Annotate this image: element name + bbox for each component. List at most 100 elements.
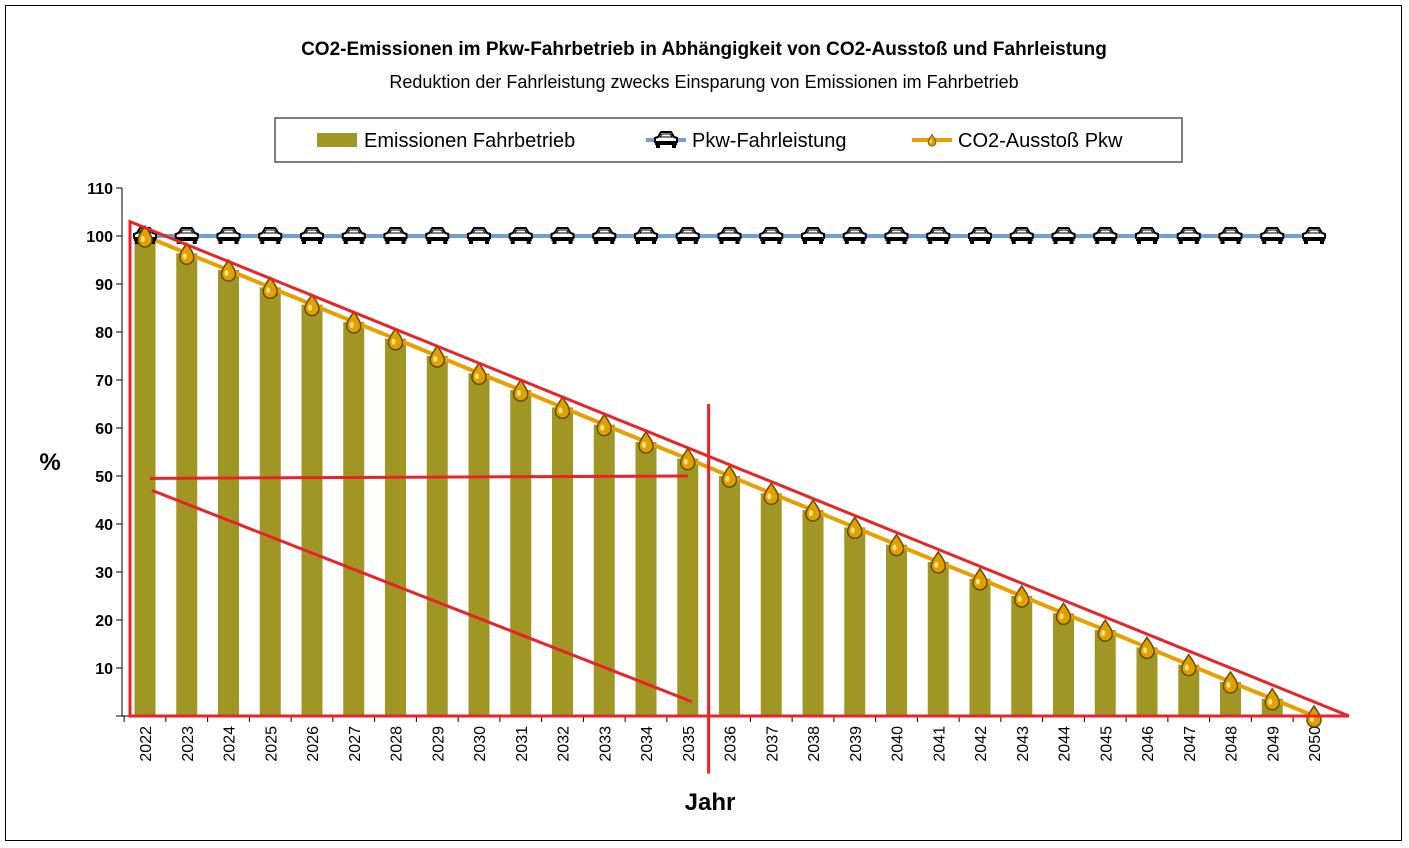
chart-title: CO2-Emissionen im Pkw-Fahrbetrieb in Abh…: [301, 39, 1107, 60]
car-icon: [258, 227, 283, 244]
bar-emissionen-2032: [552, 407, 573, 716]
x-tick-label-2038: 2038: [806, 726, 823, 762]
chart-subtitle: Reduktion der Fahrleistung zwecks Einspa…: [389, 72, 1018, 92]
bar-emissionen-2043: [1011, 596, 1033, 716]
bar-emissionen-2028: [385, 338, 406, 716]
y-tick-label: 10: [95, 661, 113, 678]
x-tick-label-2043: 2043: [1015, 726, 1032, 762]
droplet-icon: [596, 413, 613, 437]
x-tick-label-2040: 2040: [890, 726, 907, 762]
car-icon: [926, 227, 951, 244]
x-tick-label-2027: 2027: [347, 726, 364, 762]
y-tick-label: 100: [86, 229, 113, 246]
car-icon: [968, 227, 992, 244]
bar-emissionen-2041: [927, 561, 949, 716]
x-tick-label-2046: 2046: [1140, 726, 1157, 762]
bar-emissionen-2036: [719, 476, 740, 716]
x-tick-label-2022: 2022: [138, 726, 155, 762]
x-tick-label-2029: 2029: [430, 726, 447, 762]
legend-swatch-emissionen: [317, 133, 357, 147]
droplet-icon: [220, 258, 237, 282]
droplet-icon: [387, 327, 404, 351]
legend-label-emissionen: Emissionen Fahrbetrieb: [364, 130, 575, 152]
x-tick-label-2034: 2034: [639, 726, 656, 762]
bar-emissionen-2037: [760, 493, 782, 716]
x-tick-label-2033: 2033: [597, 726, 614, 762]
x-tick-label-2039: 2039: [848, 726, 865, 762]
droplet-icon: [1055, 601, 1072, 626]
annotation-horizontal-line: [149, 474, 688, 480]
bar-emissionen-2027: [343, 321, 365, 716]
droplet-icon: [1097, 618, 1114, 642]
y-axis-title: %: [39, 449, 60, 476]
bar-emissionen-2031: [510, 390, 532, 716]
y-tick-label: 30: [95, 565, 113, 582]
car-icon: [1009, 227, 1034, 244]
droplet-icon: [763, 481, 780, 506]
bar-emissionen-2025: [259, 287, 281, 716]
droplet-icon: [888, 533, 905, 557]
legend-label-co2: CO2-Ausstoß Pkw: [958, 130, 1123, 152]
annotation-diagonal-line: [151, 489, 693, 703]
droplet-icon: [1222, 670, 1239, 694]
droplet-icon: [805, 498, 821, 522]
y-tick-label: 20: [95, 613, 113, 630]
x-tick-label-2049: 2049: [1265, 726, 1282, 762]
x-tick-label-2031: 2031: [514, 726, 531, 762]
droplet-icon: [972, 567, 988, 591]
car-icon: [1260, 227, 1285, 244]
car-icon: [174, 227, 199, 244]
bar-emissionen-2044: [1053, 613, 1074, 716]
car-icon: [717, 227, 742, 244]
bar-emissionen-2045: [1094, 630, 1116, 716]
bar-emissionen-2042: [969, 578, 991, 716]
x-tick-label-2042: 2042: [973, 726, 990, 762]
x-tick-label-2044: 2044: [1057, 726, 1074, 762]
droplet-icon: [1264, 687, 1281, 711]
bar-emissionen-2039: [844, 527, 866, 716]
bar-emissionen-2047: [1178, 664, 1200, 716]
x-tick-label-2035: 2035: [681, 726, 698, 762]
y-tick-label: 110: [87, 181, 113, 198]
car-icon: [884, 227, 909, 244]
car-icon: [634, 227, 658, 244]
bar-emissionen-2022: [134, 236, 156, 716]
y-tick-label: 90: [95, 277, 113, 294]
droplet-icon: [471, 361, 487, 386]
car-icon: [842, 227, 867, 244]
droplet-icon: [930, 550, 947, 574]
car-icon: [425, 227, 450, 244]
droplet-icon: [512, 378, 529, 402]
x-tick-label-2026: 2026: [305, 726, 322, 762]
bar-emissionen-2046: [1136, 647, 1158, 716]
car-icon: [592, 227, 617, 244]
droplet-icon: [1180, 653, 1197, 677]
legend-droplet-icon: [927, 133, 937, 147]
x-tick-label-2032: 2032: [556, 726, 573, 762]
legend-box: [274, 117, 1183, 163]
x-tick-label-2045: 2045: [1098, 726, 1115, 762]
bar-emissionen-2026: [301, 304, 323, 716]
bar-emissionen-2029: [426, 356, 448, 716]
y-tick-label: 80: [95, 325, 113, 342]
droplet-icon: [846, 516, 863, 540]
bar-emissionen-2030: [468, 373, 490, 716]
droplet-icon: [638, 430, 654, 454]
y-tick-label: 50: [95, 469, 113, 486]
bar-emissionen-2035: [677, 458, 699, 716]
droplet-icon: [679, 447, 696, 471]
bar-emissionen-2040: [886, 544, 907, 716]
droplet-icon: [345, 310, 362, 334]
bar-emissionen-2034: [635, 441, 657, 716]
car-icon: [216, 227, 241, 244]
droplet-icon: [721, 464, 738, 488]
car-icon: [300, 227, 324, 244]
x-tick-label-2023: 2023: [180, 726, 197, 762]
car-icon: [1218, 227, 1243, 244]
droplet-icon: [1013, 584, 1030, 608]
droplet-icon: [262, 276, 279, 300]
x-tick-label-2041: 2041: [931, 726, 948, 762]
car-icon: [801, 227, 825, 244]
x-tick-label-2036: 2036: [723, 726, 740, 762]
